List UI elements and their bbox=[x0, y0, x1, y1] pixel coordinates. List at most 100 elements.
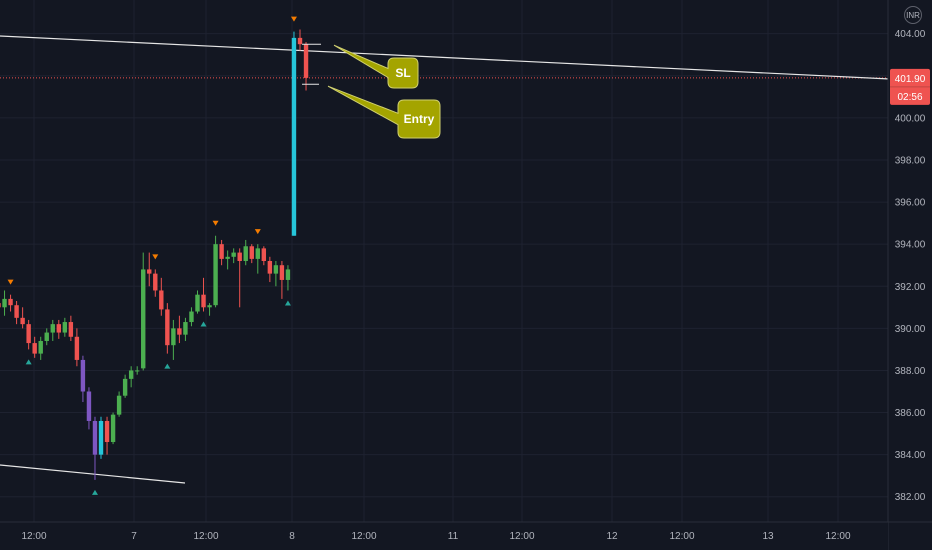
candle[interactable] bbox=[267, 256, 273, 283]
candle[interactable] bbox=[273, 261, 279, 287]
candle[interactable] bbox=[237, 248, 242, 308]
candle[interactable] bbox=[2, 290, 7, 316]
buy-signal-arrow-icon bbox=[25, 359, 32, 365]
candle[interactable] bbox=[32, 336, 37, 358]
candle-body bbox=[147, 269, 152, 274]
candle[interactable] bbox=[50, 319, 55, 341]
candle[interactable] bbox=[26, 319, 31, 350]
candle[interactable] bbox=[183, 317, 188, 341]
price-tick-label: 388.00 bbox=[895, 366, 926, 377]
candle[interactable] bbox=[74, 328, 80, 367]
candle-body bbox=[80, 359, 86, 392]
currency-badge[interactable]: INR bbox=[904, 6, 922, 24]
candle[interactable] bbox=[171, 319, 176, 360]
entry-callout[interactable]: Entry bbox=[327, 85, 441, 139]
candle[interactable] bbox=[56, 319, 61, 339]
candle[interactable] bbox=[249, 244, 254, 264]
candle[interactable] bbox=[147, 252, 152, 287]
candle[interactable] bbox=[38, 336, 43, 360]
candle[interactable] bbox=[159, 277, 164, 316]
candle[interactable] bbox=[213, 235, 218, 308]
candle-body bbox=[134, 370, 140, 372]
time-axis-bg bbox=[0, 522, 888, 550]
price-axis[interactable]: 382.00 384.00 386.00 388.00 390.00 392.00 394.… bbox=[887, 0, 932, 550]
candle[interactable] bbox=[0, 295, 1, 316]
candle[interactable] bbox=[62, 317, 68, 337]
buy-signal-arrow-icon bbox=[284, 300, 291, 306]
candle[interactable] bbox=[8, 294, 13, 312]
candle-body bbox=[291, 37, 297, 236]
upper-trendline[interactable] bbox=[0, 35, 891, 80]
price-tag-countdown: 02:56 bbox=[897, 92, 922, 103]
candle[interactable] bbox=[177, 315, 182, 344]
candle[interactable] bbox=[219, 239, 224, 266]
candle[interactable] bbox=[14, 300, 19, 325]
candle[interactable] bbox=[231, 248, 236, 264]
candle[interactable] bbox=[303, 42, 309, 91]
time-tick-label: 12:00 bbox=[21, 531, 46, 542]
signal-markers bbox=[7, 16, 297, 495]
price-tick-label: 392.00 bbox=[895, 282, 926, 293]
current-price-tag[interactable]: 401.90 02:56 bbox=[890, 68, 930, 105]
candle-body bbox=[279, 265, 285, 280]
entry-callout-label: Entry bbox=[404, 112, 435, 126]
price-tick-label: 404.00 bbox=[895, 29, 926, 40]
candle[interactable] bbox=[255, 244, 260, 274]
candle-body bbox=[165, 309, 170, 346]
candle[interactable] bbox=[134, 366, 140, 375]
candle[interactable] bbox=[189, 307, 194, 327]
candle-body bbox=[219, 244, 224, 259]
lower-trendline[interactable] bbox=[0, 464, 186, 484]
sell-signal-arrow-icon bbox=[212, 220, 219, 226]
candle-body bbox=[74, 336, 80, 360]
candle-body bbox=[32, 343, 37, 354]
candle[interactable] bbox=[80, 355, 86, 403]
trendlines[interactable] bbox=[0, 35, 891, 484]
candle[interactable] bbox=[92, 416, 98, 480]
candles[interactable] bbox=[0, 29, 309, 480]
sell-signal-arrow-icon bbox=[152, 254, 159, 260]
price-tick-label: 382.00 bbox=[895, 492, 926, 503]
callouts[interactable]: SL Entry bbox=[302, 43, 441, 139]
candle-body bbox=[44, 332, 49, 341]
candle-body bbox=[98, 420, 104, 455]
candle[interactable] bbox=[104, 416, 110, 455]
buy-signal-arrow-icon bbox=[91, 489, 98, 495]
time-axis[interactable]: 12:00 7 12:00 8 12:00 11 12:00 12 12:00 13 12:00 bbox=[0, 521, 932, 550]
candle[interactable] bbox=[122, 374, 128, 398]
price-tick-label: 400.00 bbox=[895, 113, 926, 124]
time-tick-label: 12:00 bbox=[351, 531, 376, 542]
candle[interactable] bbox=[141, 252, 146, 371]
candle[interactable] bbox=[279, 261, 285, 299]
candle[interactable] bbox=[86, 387, 92, 430]
candle[interactable] bbox=[110, 412, 116, 445]
candle[interactable] bbox=[261, 246, 267, 266]
time-tick-label: 8 bbox=[289, 531, 295, 542]
candle-body bbox=[177, 328, 182, 335]
chart-grid bbox=[0, 0, 888, 522]
sl-callout-label: SL bbox=[395, 66, 410, 80]
candle[interactable] bbox=[225, 250, 230, 270]
candle[interactable] bbox=[195, 290, 200, 314]
candle[interactable] bbox=[68, 315, 74, 341]
candle[interactable] bbox=[207, 303, 212, 316]
candle[interactable] bbox=[297, 29, 303, 51]
candle[interactable] bbox=[153, 269, 158, 297]
candle[interactable] bbox=[291, 31, 297, 236]
candle-body bbox=[201, 294, 206, 308]
candle[interactable] bbox=[243, 239, 248, 266]
candle[interactable] bbox=[44, 328, 49, 346]
candle[interactable] bbox=[285, 265, 291, 291]
sell-signal-arrow-icon bbox=[254, 229, 261, 235]
candle[interactable] bbox=[98, 416, 104, 459]
candle[interactable] bbox=[116, 391, 122, 417]
candle[interactable] bbox=[128, 366, 134, 388]
candle[interactable] bbox=[20, 307, 25, 329]
candle-body bbox=[183, 322, 188, 335]
sl-callout[interactable]: SL bbox=[333, 44, 419, 89]
sell-signal-arrow-icon bbox=[7, 279, 14, 285]
time-tick-label: 12:00 bbox=[193, 531, 218, 542]
candle[interactable] bbox=[201, 277, 206, 312]
candle[interactable] bbox=[165, 303, 170, 354]
